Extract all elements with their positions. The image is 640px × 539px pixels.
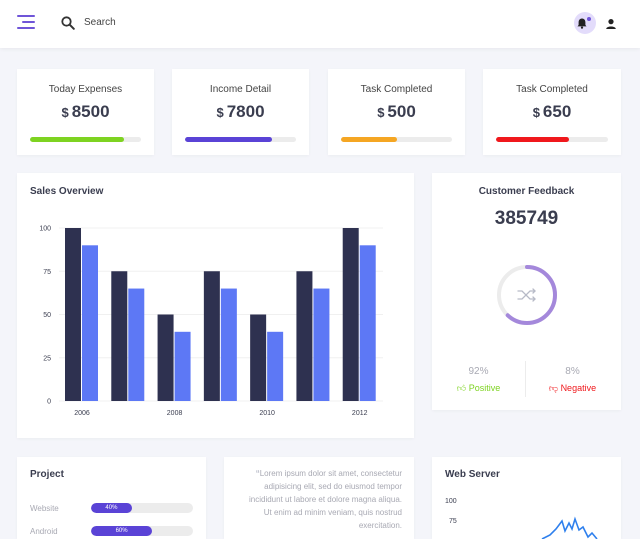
search-input[interactable]: Search	[84, 17, 116, 28]
user-icon[interactable]	[605, 18, 617, 30]
shuffle-icon	[517, 288, 536, 302]
stat-value: $7800	[216, 102, 265, 121]
card-title: Web Server	[445, 469, 500, 480]
y-tick: 100	[445, 498, 457, 505]
project-label: Website	[30, 504, 59, 513]
bar	[220, 288, 237, 401]
feedback-number: 385749	[494, 208, 559, 229]
x-tick-label: 2010	[259, 410, 275, 417]
progress-bar	[30, 137, 141, 142]
stat-card-income: Income Detail $7800	[172, 69, 309, 155]
positive-stat: 92% 👍︎ Positive	[432, 366, 525, 394]
stat-value: $500	[377, 102, 416, 121]
search-icon[interactable]	[61, 16, 75, 30]
y-tick-label: 0	[47, 399, 51, 406]
positive-percent: 92%	[468, 366, 489, 377]
y-tick-label: 100	[39, 226, 51, 233]
progress-bar	[185, 137, 296, 142]
bell-icon	[577, 18, 587, 29]
stat-card-tasks: Task Completed $500	[328, 69, 465, 155]
x-tick-label: 2006	[74, 410, 90, 417]
sales-overview-card: Sales Overview 0 25 50 75 100 2006 2008 2010 201…	[17, 173, 414, 438]
y-tick: 75	[449, 518, 457, 525]
customer-feedback-card: Customer Feedback 385749 92% 👍︎ Positive…	[432, 173, 621, 410]
bar	[296, 271, 313, 401]
stat-card-expenses: Today Expenses $8500	[17, 69, 154, 155]
bar	[157, 314, 174, 401]
progress-bar	[496, 137, 608, 142]
notification-button[interactable]	[574, 12, 596, 34]
project-progress: 60%	[91, 526, 193, 536]
stat-value: $650	[532, 102, 572, 121]
bar	[203, 271, 220, 401]
stat-title: Task Completed	[516, 84, 588, 95]
card-title: Sales Overview	[30, 186, 104, 197]
menu-icon[interactable]	[17, 15, 35, 31]
thumbs-up-icon: 👍︎	[456, 383, 467, 393]
y-tick-label: 75	[43, 269, 51, 276]
bar	[342, 228, 359, 401]
bar	[250, 314, 267, 401]
y-tick-label: 25	[43, 355, 51, 362]
card-title: Customer Feedback	[478, 186, 575, 197]
bar	[111, 271, 128, 401]
stat-card-tasks-2: Task Completed $650	[483, 69, 621, 155]
bar	[82, 245, 98, 401]
x-tick-label: 2012	[352, 410, 368, 417]
bar	[128, 288, 145, 401]
stat-title: Income Detail	[209, 84, 272, 95]
top-bar: Search	[0, 0, 640, 48]
web-server-card: Web Server 100 75	[432, 457, 621, 539]
negative-percent: 8%	[565, 366, 580, 377]
thumbs-down-icon: 👎︎	[548, 383, 559, 393]
bar	[174, 331, 191, 401]
divider	[525, 361, 526, 397]
project-progress: 40%	[91, 503, 193, 513]
bar	[65, 228, 81, 401]
quote-icon: “	[255, 469, 260, 478]
stat-title: Today Expenses	[48, 84, 123, 95]
stat-title: Task Completed	[360, 84, 433, 95]
negative-stat: 8% 👎︎ Negative	[526, 366, 619, 394]
web-server-chart	[541, 516, 598, 539]
sales-chart: 0 25 50 75 100 2006 2008 2010 2012	[39, 226, 383, 417]
card-title: Project	[30, 469, 64, 480]
bar	[267, 331, 284, 401]
bar	[359, 245, 376, 401]
quote-card: “Lorem ipsum dolor sit amet, consectetur…	[224, 457, 414, 539]
notification-dot	[587, 17, 591, 21]
y-tick-label: 50	[43, 312, 51, 319]
feedback-donut	[497, 265, 557, 325]
quote-text: “Lorem ipsum dolor sit amet, consectetur…	[249, 469, 402, 530]
project-label: Android	[30, 527, 58, 536]
project-card: Project Website 40% Android 60%	[17, 457, 206, 539]
positive-label: Positive	[468, 383, 501, 393]
x-tick-label: 2008	[167, 410, 183, 417]
progress-bar	[341, 137, 452, 142]
stat-value: $8500	[61, 102, 110, 121]
negative-label: Negative	[560, 383, 597, 393]
bar	[313, 288, 330, 401]
